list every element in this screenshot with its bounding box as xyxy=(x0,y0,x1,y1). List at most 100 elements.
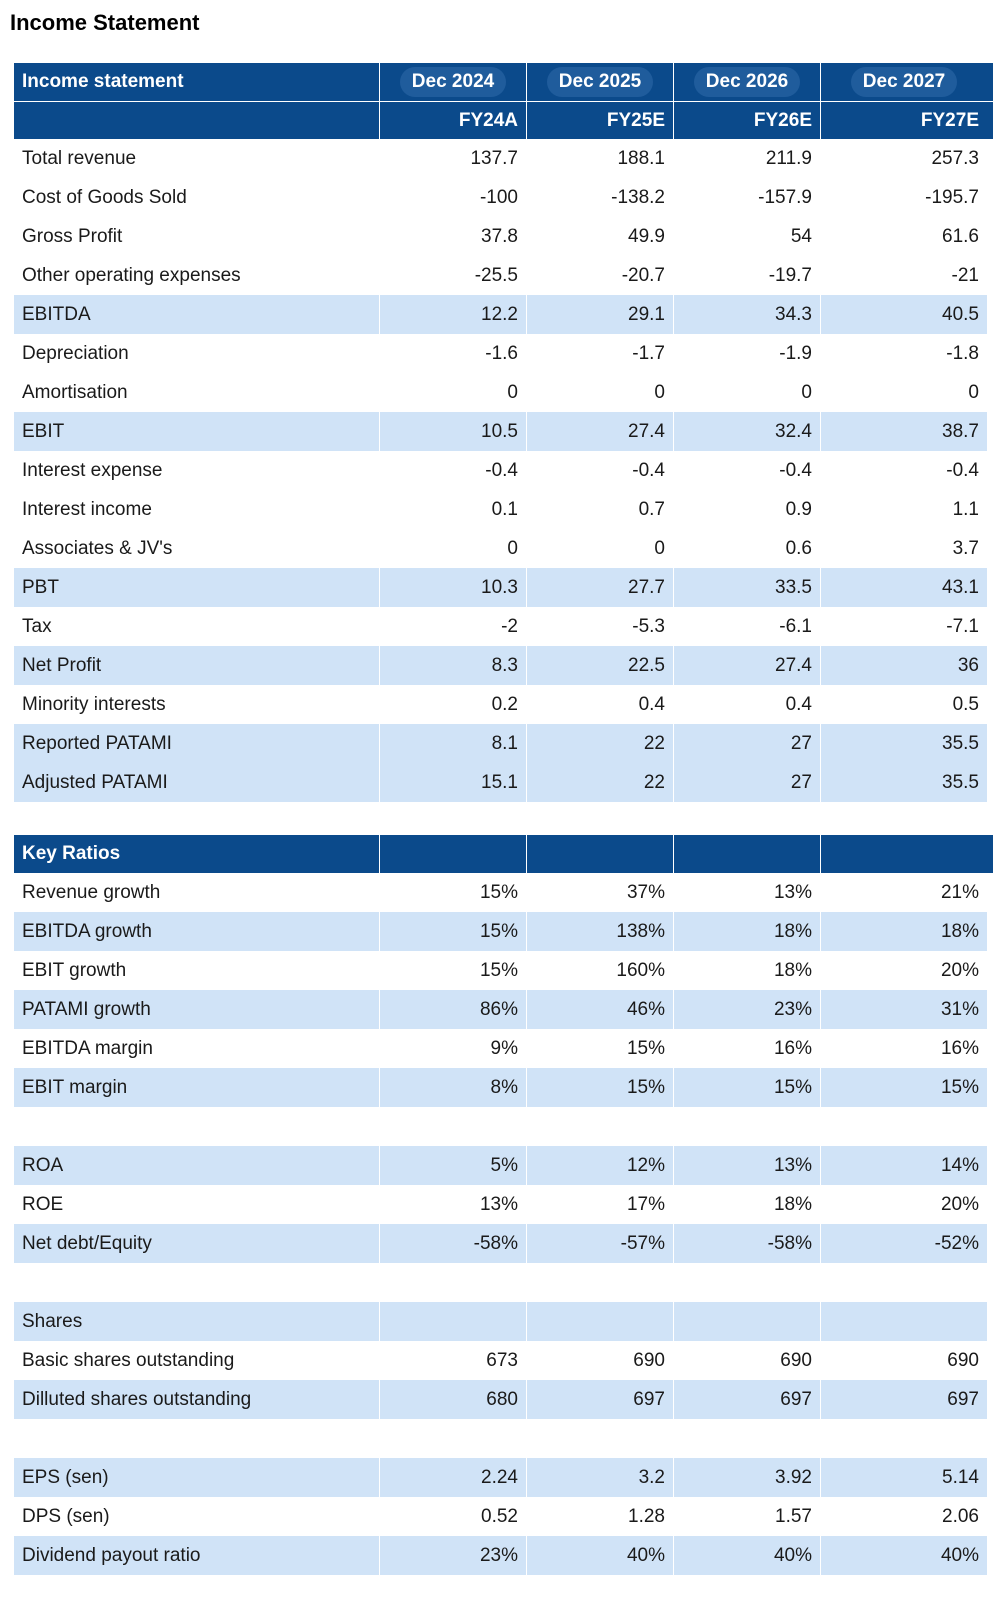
income-statement-table: Income statement Dec 2024 Dec 2025 Dec 2… xyxy=(14,63,993,802)
row-label: Dividend payout ratio xyxy=(14,1536,379,1575)
row-value: 40% xyxy=(820,1536,987,1575)
row-value: 15% xyxy=(379,912,526,951)
row-value: 14% xyxy=(820,1146,987,1185)
table-row: EBITDA margin 9% 15% 16% 16% xyxy=(14,1029,993,1068)
row-label: Dilluted shares outstanding xyxy=(14,1380,379,1419)
row-value: -57% xyxy=(526,1224,673,1263)
row-value: -5.3 xyxy=(526,607,673,646)
row-value: 10.5 xyxy=(379,412,526,451)
row-value: 0.7 xyxy=(526,490,673,529)
row-value: -138.2 xyxy=(526,178,673,217)
key-ratios-table: Key Ratios Revenue growth 15% 37% 13% 21% EBI… xyxy=(14,835,993,1575)
row-value: 23% xyxy=(379,1536,526,1575)
table-row: Dividend payout ratio 23% 40% 40% 40% xyxy=(14,1536,993,1575)
table-row: Associates & JV's 0 0 0.6 3.7 xyxy=(14,529,993,568)
row-value: 0.5 xyxy=(820,685,987,724)
row-value: 188.1 xyxy=(526,139,673,178)
row-value: 680 xyxy=(379,1380,526,1419)
period-header-cell: Dec 2024 xyxy=(379,63,526,101)
table-row: Cost of Goods Sold -100 -138.2 -157.9 -195.7 xyxy=(14,178,993,217)
row-value: -25.5 xyxy=(379,256,526,295)
row-value: 3.2 xyxy=(526,1458,673,1497)
table-row: Depreciation -1.6 -1.7 -1.9 -1.8 xyxy=(14,334,993,373)
table-row: PBT 10.3 27.7 33.5 43.1 xyxy=(14,568,993,607)
row-value: 35.5 xyxy=(820,724,987,763)
row-value: 43.1 xyxy=(820,568,987,607)
row-value: 8% xyxy=(379,1068,526,1107)
row-value: 0 xyxy=(673,373,820,412)
row-label: DPS (sen) xyxy=(22,1505,110,1527)
key-ratios-header-label: Key Ratios xyxy=(22,843,121,864)
key-ratios-header-row: Key Ratios xyxy=(14,835,993,873)
income-header-label: Income statement xyxy=(22,71,184,92)
row-label: Basic shares outstanding xyxy=(22,1349,235,1371)
row-label: EBITDA margin xyxy=(22,1037,153,1059)
row-value: 9% xyxy=(379,1029,526,1068)
row-value: 2.06 xyxy=(820,1497,987,1536)
page-title: Income Statement xyxy=(10,10,200,35)
row-label: EBIT growth xyxy=(22,959,127,981)
row-value: 15% xyxy=(379,873,526,912)
row-value: 13% xyxy=(379,1185,526,1224)
table-row: Total revenue 137.7 188.1 211.9 257.3 xyxy=(14,139,993,178)
row-value: -2 xyxy=(379,607,526,646)
row-value: 49.9 xyxy=(526,217,673,256)
table-row: Adjusted PATAMI 15.1 22 27 35.5 xyxy=(14,763,993,802)
row-value: 673 xyxy=(379,1341,526,1380)
row-value: 36 xyxy=(820,646,987,685)
row-value: 8.1 xyxy=(379,724,526,763)
row-label: PATAMI growth xyxy=(14,990,379,1029)
table-row: EBIT growth 15% 160% 18% 20% xyxy=(14,951,993,990)
row-value: 690 xyxy=(673,1341,820,1380)
section-gap xyxy=(14,1419,993,1458)
period-pill: Dec 2025 xyxy=(546,67,654,97)
row-label: Depreciation xyxy=(22,342,129,364)
row-value: 16% xyxy=(820,1029,987,1068)
period-pill: Dec 2027 xyxy=(850,67,958,97)
ratio-rows: Revenue growth 15% 37% 13% 21% EBITDA growth 1… xyxy=(14,873,993,1107)
table-row: Dilluted shares outstanding 680 697 697 697 xyxy=(14,1380,993,1419)
row-value: 1.28 xyxy=(526,1497,673,1536)
row-value: 27.7 xyxy=(526,568,673,607)
row-value: -0.4 xyxy=(673,451,820,490)
row-label: EBITDA growth xyxy=(14,912,379,951)
header-blank-cell xyxy=(673,835,820,873)
row-label: EBIT xyxy=(14,412,379,451)
table-row: EBIT 10.5 27.4 32.4 38.7 xyxy=(14,412,993,451)
table-row: Minority interests 0.2 0.4 0.4 0.5 xyxy=(14,685,993,724)
row-value: 27 xyxy=(673,763,820,802)
row-value: 257.3 xyxy=(820,139,987,178)
row-value: 54 xyxy=(673,217,820,256)
section-gap xyxy=(14,1107,993,1146)
row-value: 0.4 xyxy=(673,685,820,724)
row-value: 690 xyxy=(526,1341,673,1380)
row-value: 27.4 xyxy=(526,412,673,451)
row-value: 18% xyxy=(673,951,820,990)
row-label: Minority interests xyxy=(22,693,166,715)
row-label: Tax xyxy=(22,615,52,637)
return-rows: ROA 5% 12% 13% 14% ROE 13% 17% 18% 20% Net debt/Eq… xyxy=(14,1146,993,1263)
row-value: 137.7 xyxy=(379,139,526,178)
fiscal-header-blank xyxy=(14,102,379,139)
period-header-cell: Dec 2025 xyxy=(526,63,673,101)
row-label: Revenue growth xyxy=(22,881,161,903)
row-value: 23% xyxy=(673,990,820,1029)
table-row: Tax -2 -5.3 -6.1 -7.1 xyxy=(14,607,993,646)
row-label: Total revenue xyxy=(22,147,137,169)
row-value: 32.4 xyxy=(673,412,820,451)
row-value: -21 xyxy=(820,256,987,295)
table-row: EPS (sen) 2.24 3.2 3.92 5.14 xyxy=(14,1458,993,1497)
period-header-row: Income statement Dec 2024 Dec 2025 Dec 2… xyxy=(14,63,993,101)
row-label: EPS (sen) xyxy=(14,1458,379,1497)
per-share-rows: EPS (sen) 2.24 3.2 3.92 5.14 DPS (sen) 0.52 1.2… xyxy=(14,1458,993,1575)
row-value: 0.6 xyxy=(673,529,820,568)
row-value: 40% xyxy=(526,1536,673,1575)
row-value: 27 xyxy=(673,724,820,763)
row-value: 8.3 xyxy=(379,646,526,685)
row-value: -58% xyxy=(673,1224,820,1263)
row-value: 33.5 xyxy=(673,568,820,607)
row-value: 18% xyxy=(673,912,820,951)
row-value: -0.4 xyxy=(526,451,673,490)
row-value: 1.57 xyxy=(673,1497,820,1536)
row-value: 22 xyxy=(526,763,673,802)
